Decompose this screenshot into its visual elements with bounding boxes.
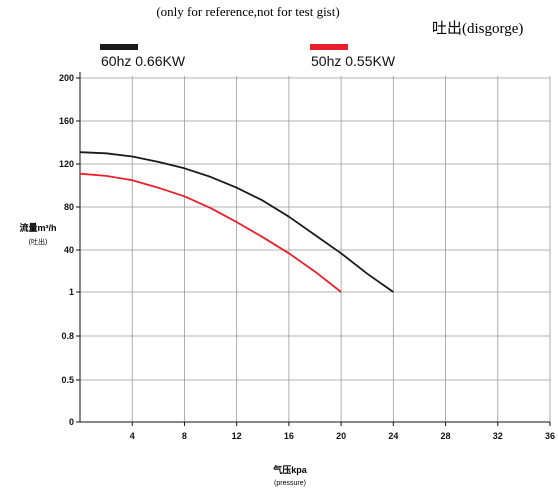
- x-tick-label-16: 16: [284, 431, 294, 441]
- series-line-2: [79, 172, 342, 293]
- y-axis-label: 流量m³/h: [20, 222, 57, 233]
- legend-label-2: 50hz 0.55KW: [311, 53, 396, 69]
- y-tick-label-200: 200: [59, 73, 74, 83]
- y-axis-sublabel: (吐出): [29, 237, 48, 246]
- x-tick-label-24: 24: [388, 431, 398, 441]
- x-tick-label-8: 8: [182, 431, 187, 441]
- y-tick-label-0: 0: [69, 417, 74, 427]
- x-tick-label-36: 36: [545, 431, 555, 441]
- legend: 60hz 0.66KW 50hz 0.55KW: [100, 44, 396, 69]
- series-group: [79, 151, 394, 293]
- legend-swatch-1: [100, 44, 138, 50]
- x-tick-label-12: 12: [232, 431, 242, 441]
- grid: [80, 76, 551, 422]
- x-tick-label-20: 20: [336, 431, 346, 441]
- x-tick-label-32: 32: [493, 431, 503, 441]
- axes: [79, 72, 550, 423]
- y-tick-label-160: 160: [59, 116, 74, 126]
- y-tick-label-80: 80: [64, 202, 74, 212]
- y-tick-label-40: 40: [64, 245, 74, 255]
- series-line-1: [79, 151, 394, 293]
- chart-title: (only for reference,not for test gist): [156, 4, 339, 19]
- x-axis-sublabel: (pressure): [274, 480, 306, 487]
- y-tick-label-120: 120: [59, 159, 74, 169]
- y-axis-ticks: 0 0.5 0.8 1 40 80 120 160 200: [59, 73, 80, 427]
- y-tick-label-0.5: 0.5: [61, 375, 74, 385]
- x-axis-label: 气压kpa: [272, 464, 308, 475]
- y-tick-label-0.8: 0.8: [61, 331, 74, 341]
- legend-label-1: 60hz 0.66KW: [101, 53, 186, 69]
- y-tick-label-1: 1: [69, 287, 74, 297]
- x-axis-ticks: 4 8 12 16 20 24 28 32 36: [130, 422, 555, 441]
- x-tick-label-4: 4: [130, 431, 135, 441]
- x-tick-label-28: 28: [441, 431, 451, 441]
- chart-subtitle: 吐出(disgorge): [432, 20, 523, 37]
- legend-swatch-2: [310, 44, 348, 50]
